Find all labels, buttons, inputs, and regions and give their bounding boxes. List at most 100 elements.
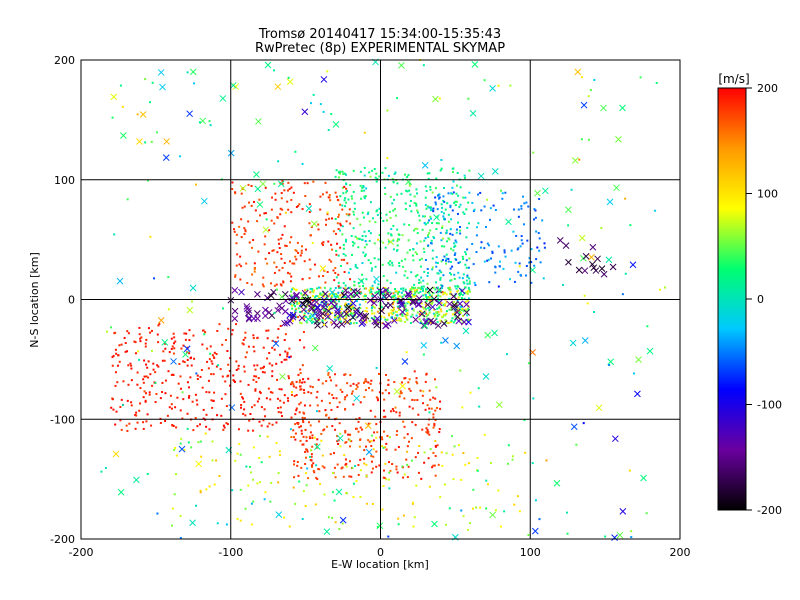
data-point [188, 394, 191, 397]
data-point [445, 231, 448, 234]
data-point [456, 299, 459, 302]
data-point [303, 312, 306, 315]
data-point [280, 361, 283, 364]
data-point [244, 229, 247, 232]
data-point [357, 464, 360, 467]
data-point [302, 389, 305, 392]
data-point-cross [495, 401, 503, 409]
data-point [424, 380, 427, 383]
data-point [438, 299, 441, 302]
data-point [370, 455, 373, 458]
data-point-cross [281, 320, 288, 327]
data-point [331, 516, 334, 519]
data-point-cross [370, 299, 378, 307]
data-point [363, 131, 366, 134]
data-point [255, 375, 258, 378]
plot-frame [80, 59, 681, 540]
data-point [283, 225, 286, 228]
data-point [414, 275, 417, 278]
data-point [600, 227, 603, 230]
data-point [191, 400, 194, 403]
data-point [170, 407, 173, 410]
data-point [218, 475, 221, 478]
data-point [209, 345, 212, 348]
data-point [265, 329, 268, 332]
data-point [296, 421, 299, 424]
data-point [364, 240, 367, 243]
data-point [460, 296, 463, 299]
data-point [449, 267, 452, 270]
data-point [251, 273, 254, 276]
data-point [171, 507, 174, 510]
data-point [593, 78, 596, 81]
data-point [351, 390, 354, 393]
data-point [502, 267, 505, 270]
data-point [113, 233, 116, 236]
data-point [257, 250, 260, 253]
data-point [370, 444, 373, 447]
data-point [435, 311, 438, 314]
data-point-cross [270, 288, 277, 296]
data-point [383, 409, 386, 412]
data-point [264, 186, 267, 189]
data-point [179, 375, 182, 378]
data-point [335, 276, 338, 279]
data-point [393, 198, 396, 201]
data-point [431, 191, 434, 194]
data-point [457, 261, 460, 264]
data-point [225, 405, 228, 408]
data-point [311, 321, 314, 324]
data-point [142, 427, 145, 430]
data-point [389, 281, 392, 284]
data-point-cross [462, 327, 470, 335]
data-point-cross [446, 300, 453, 308]
data-point [184, 338, 187, 341]
data-point [124, 350, 127, 353]
data-point [316, 287, 319, 290]
data-point [156, 364, 159, 367]
data-point [455, 241, 458, 244]
data-point [428, 407, 431, 410]
data-point [516, 495, 519, 498]
data-point [428, 291, 431, 294]
data-point [362, 295, 365, 298]
data-point [290, 211, 293, 214]
data-point [437, 194, 440, 197]
data-point [408, 405, 411, 408]
data-point [363, 195, 366, 198]
data-point [407, 239, 410, 242]
data-point [265, 397, 268, 400]
data-point [587, 95, 590, 98]
data-point [339, 388, 342, 391]
chart-title: Tromsø 20140417 15:34:00-15:35:43 [258, 27, 501, 42]
data-point [254, 389, 257, 392]
data-point [500, 189, 503, 192]
data-point [334, 272, 337, 275]
data-point [130, 379, 133, 382]
data-point [426, 319, 429, 322]
data-point [275, 362, 278, 365]
data-point-cross [322, 290, 329, 298]
data-point [350, 306, 353, 309]
data-point [199, 489, 202, 492]
data-point [439, 407, 442, 410]
data-point [157, 341, 160, 344]
data-point [396, 228, 399, 231]
data-point [449, 272, 452, 275]
data-point [344, 295, 347, 298]
data-point [169, 394, 172, 397]
data-point [434, 474, 437, 477]
data-point [315, 294, 318, 297]
data-point [286, 351, 289, 354]
data-point [411, 421, 414, 424]
data-point-cross [581, 267, 589, 275]
data-point [464, 300, 467, 303]
data-point [364, 378, 367, 381]
data-point [205, 425, 208, 428]
data-point [511, 458, 514, 461]
data-point [428, 206, 431, 209]
data-point [290, 198, 293, 201]
data-point [250, 246, 253, 249]
data-point [337, 254, 340, 257]
data-point [299, 385, 302, 388]
